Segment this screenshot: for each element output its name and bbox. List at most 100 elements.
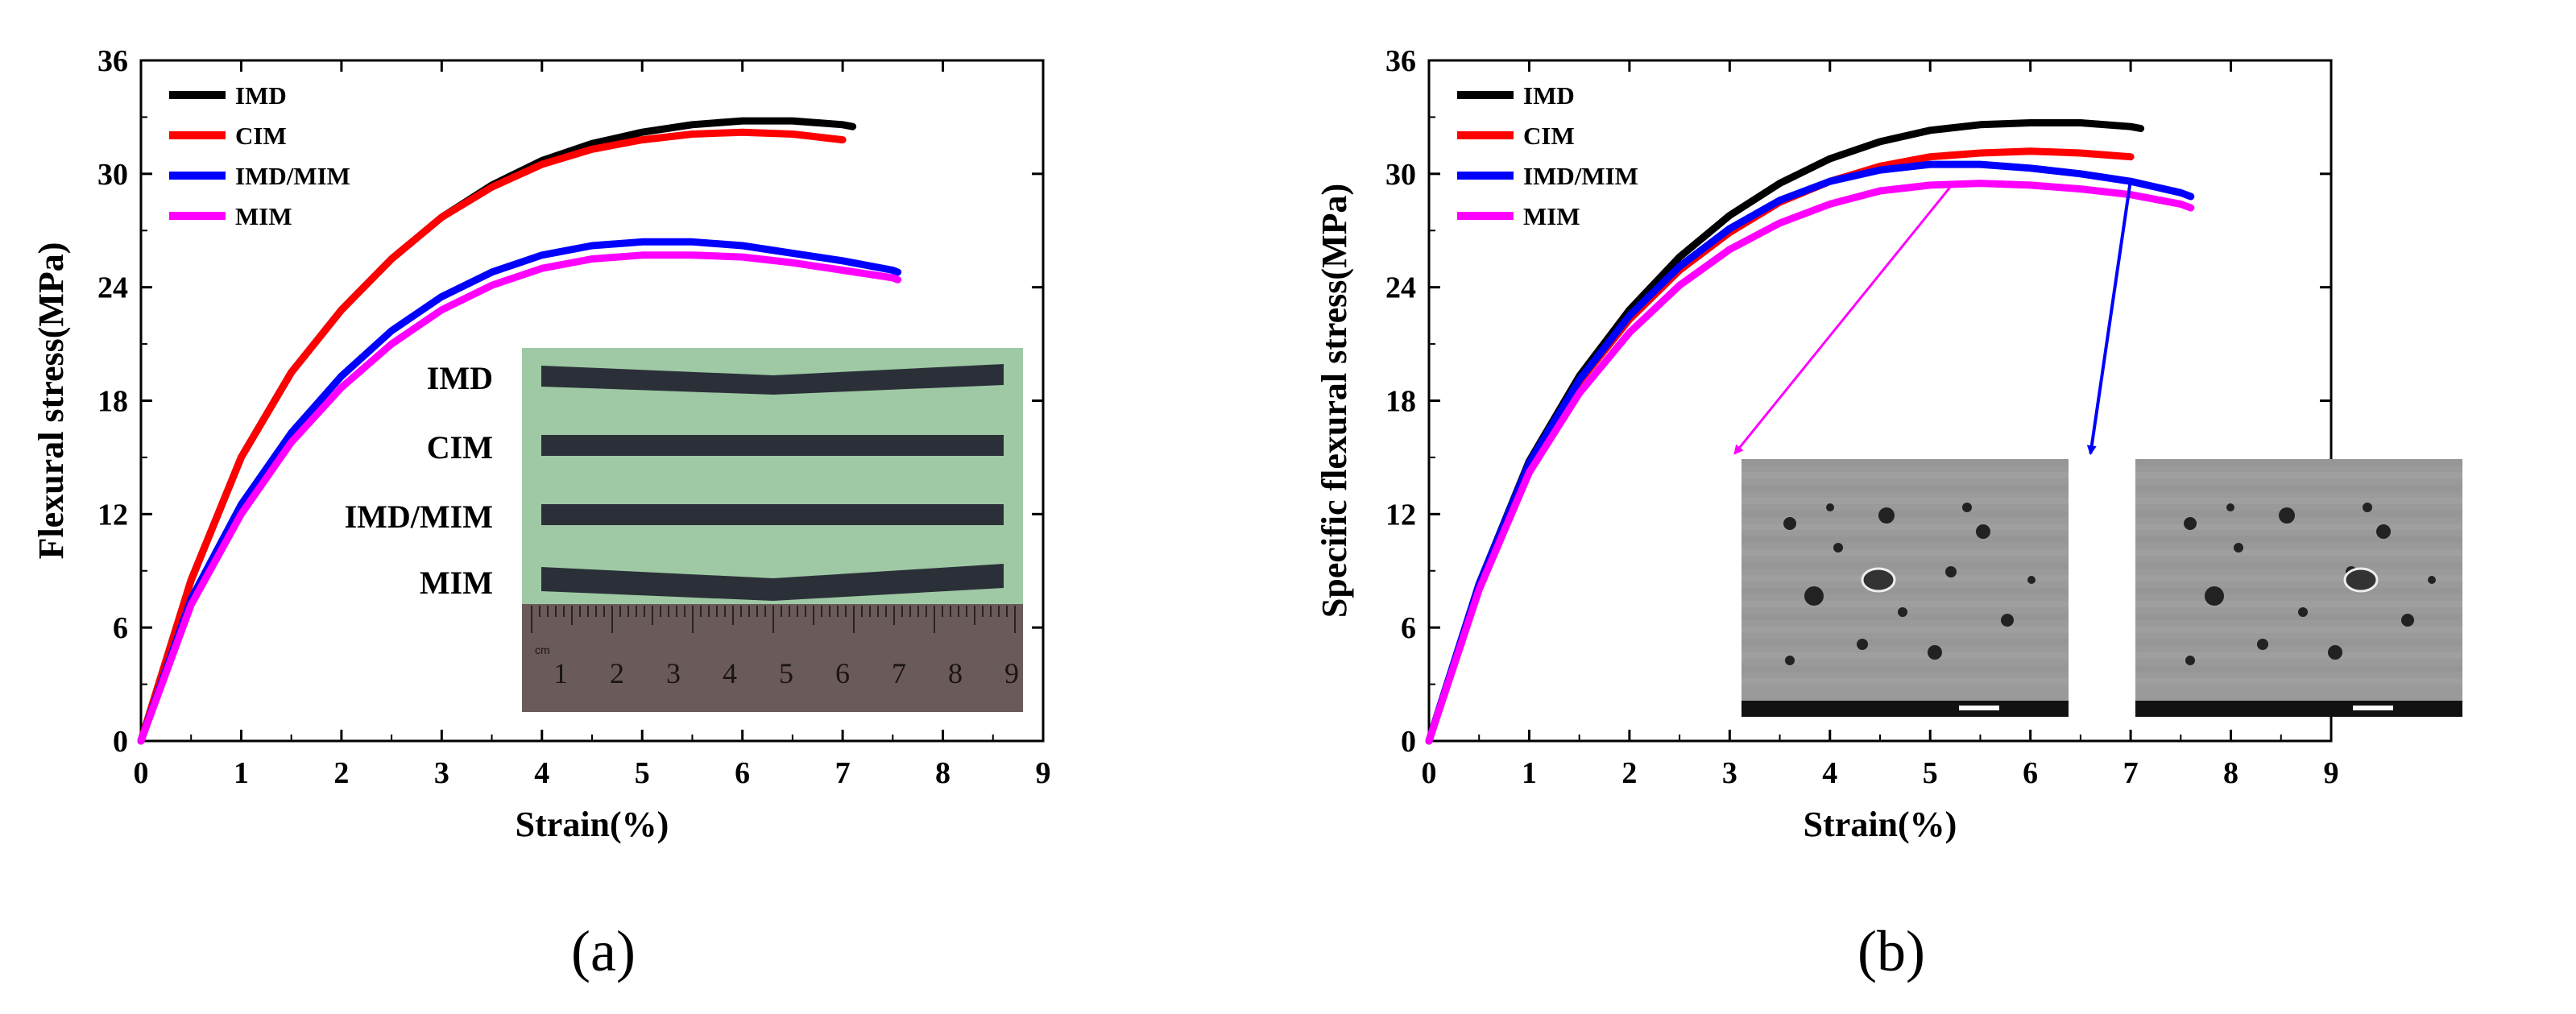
sem-texture — [2135, 614, 2462, 620]
sem-texture — [1741, 601, 2069, 607]
sem-pore — [1804, 586, 1824, 606]
sem-pore — [2428, 576, 2436, 584]
sample-bar — [541, 504, 1004, 525]
sem-micrograph — [2135, 459, 2462, 717]
ruler-number: 2 — [610, 657, 624, 689]
sem-texture — [2135, 472, 2462, 478]
sem-pore — [2027, 576, 2036, 584]
chart-a-svg: 0 1 2 3 4 5 6 7 8 9061218243036Strain(%)Flexural … — [31, 44, 1051, 844]
sem-texture — [1741, 639, 2069, 646]
legend-label-b: IMD — [1523, 81, 1575, 110]
sem-pore — [1785, 656, 1795, 665]
y-tick-label-b: 0 — [1401, 725, 1416, 759]
sample-label: MIM — [420, 565, 493, 601]
sem-pore — [1976, 524, 1990, 539]
sem-pore — [2401, 614, 2414, 627]
sem-texture — [1741, 485, 2069, 491]
sem-micrograph — [1741, 459, 2069, 717]
sem-texture — [1741, 511, 2069, 517]
sem-texture — [2135, 524, 2462, 530]
sem-pore — [1962, 503, 1972, 512]
y-axis-label-b: Specific flexural stress(MPa) — [1315, 184, 1354, 618]
y-tick-label-b: 18 — [1385, 385, 1416, 419]
sem-pore — [1857, 639, 1868, 650]
y-tick-label-a: 18 — [97, 385, 128, 419]
sem-scale-bar — [1959, 706, 1999, 710]
sem-pore — [2184, 517, 2197, 530]
x-tick-label-a: 9 — [1036, 756, 1051, 790]
y-tick-label-b: 30 — [1385, 158, 1416, 192]
panel-label-b: (b) — [1857, 919, 1925, 983]
sem-pore — [2376, 524, 2391, 539]
sem-pore — [2226, 503, 2234, 511]
sem-texture — [1741, 575, 2069, 581]
sem-texture — [1741, 524, 2069, 530]
y-tick-label-b: 6 — [1401, 611, 1416, 645]
x-tick-label-b: 2 — [1621, 756, 1637, 790]
x-tick-label-b: 5 — [1923, 756, 1938, 790]
legend-label-a: CIM — [235, 122, 287, 150]
x-tick-label-a: 6 — [735, 756, 750, 790]
ruler-number: 6 — [835, 657, 850, 689]
sem-info-bar — [2135, 701, 2462, 717]
sem-pore — [1945, 566, 1957, 577]
sem-image-background — [1741, 459, 2069, 717]
sem-texture — [1741, 627, 2069, 633]
y-tick-label-a: 30 — [97, 158, 128, 192]
x-axis-label-a: Strain(%) — [516, 805, 669, 844]
ruler-number: 9 — [1004, 657, 1019, 689]
x-tick-label-a: 1 — [234, 756, 249, 790]
sem-pore — [2363, 503, 2372, 512]
sem-pore — [1826, 503, 1834, 511]
chart-panel-b: 0 1 2 3 4 5 6 7 8 9 0 6 12 18 24 30 36 Strain(%) Specific … — [1288, 0, 2576, 1014]
legend-label-b: MIM — [1523, 202, 1580, 230]
x-tick-label-b: 0 — [1422, 756, 1437, 790]
x-tick-label-b: 7 — [2123, 756, 2139, 790]
sem-pore — [2279, 507, 2295, 524]
x-tick-label-a: 2 — [333, 756, 349, 790]
sem-texture — [2135, 601, 2462, 607]
x-tick-label-a: 8 — [935, 756, 950, 790]
panel-label-a: (a) — [571, 919, 636, 983]
y-axis-label-a: Flexural stress(MPa) — [31, 242, 71, 560]
sem-texture — [2135, 498, 2462, 504]
series-line-cim-a — [137, 128, 847, 745]
sample-bar — [541, 364, 1004, 395]
series-line-mim-a — [137, 251, 902, 745]
x-tick-label-a: 7 — [835, 756, 851, 790]
y-tick-label-a: 24 — [97, 271, 128, 305]
ruler-number: 4 — [723, 657, 737, 689]
sample-label: IMD/MIM — [345, 499, 493, 535]
ruler-number: 5 — [779, 657, 793, 689]
x-tick-label-a: 4 — [534, 756, 549, 790]
sem-pore — [1783, 517, 1796, 530]
sem-large-pore — [2343, 567, 2379, 593]
sem-pore — [2185, 656, 2195, 665]
legend-label-a: IMD/MIM — [235, 162, 350, 190]
sem-info-bar — [1741, 701, 2069, 717]
series-line-mim-b — [1425, 180, 2195, 745]
sample-bar — [541, 564, 1004, 601]
sem-pore — [2001, 614, 2014, 627]
y-tick-label-b: 24 — [1385, 271, 1416, 305]
sample-label: CIM — [427, 429, 493, 466]
ruler-number: 3 — [666, 657, 681, 689]
x-tick-label-b: 1 — [1522, 756, 1537, 790]
y-tick-label-a: 12 — [97, 498, 128, 532]
sem-texture — [2135, 575, 2462, 581]
sem-pore — [2328, 645, 2342, 660]
sem-pore — [2298, 607, 2308, 617]
x-tick-label-b: 4 — [1822, 756, 1837, 790]
y-tick-label-b: 12 — [1385, 498, 1416, 532]
sem-texture — [2135, 678, 2462, 685]
sem-texture — [2135, 549, 2462, 556]
ruler-number: 1 — [553, 657, 568, 689]
sem-texture — [2135, 665, 2462, 672]
sem-texture — [1741, 549, 2069, 556]
sample-label: IMD — [427, 360, 493, 396]
sem-texture — [1741, 652, 2069, 659]
sem-texture — [1741, 562, 2069, 569]
y-tick-label-a: 36 — [97, 44, 128, 78]
sample-photo-inset — [522, 348, 1023, 712]
ruler-unit: cm — [535, 644, 550, 656]
